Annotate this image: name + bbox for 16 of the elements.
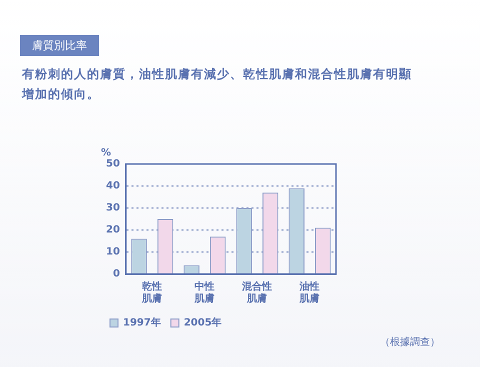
- y-tick-label: 30: [106, 202, 120, 214]
- y-tick-label: 0: [112, 268, 120, 280]
- text: （根據調查）: [380, 336, 440, 349]
- x-tick-label: 中性肌膚: [194, 280, 215, 305]
- y-tick-label: 10: [106, 246, 120, 258]
- legend-label: 1997年: [123, 316, 161, 329]
- y-axis-title: %: [100, 148, 112, 159]
- y-tick-label: 20: [106, 224, 120, 236]
- x-tick-label: 乾性肌膚: [141, 280, 162, 305]
- chart-title: 膚質別比率: [20, 35, 99, 56]
- y-tick-label: 40: [106, 180, 120, 192]
- legend-label: 2005年: [184, 316, 222, 329]
- x-tick-label: 油性肌膚: [298, 280, 320, 305]
- chart-subtitle: 有粉刺的人的膚質，油性肌膚有減少、乾性肌膚和混合性肌膚有明顯增加的傾向。: [22, 66, 412, 103]
- y-tick-label: 50: [106, 158, 120, 170]
- x-tick-label: 混合性肌膚: [241, 280, 272, 305]
